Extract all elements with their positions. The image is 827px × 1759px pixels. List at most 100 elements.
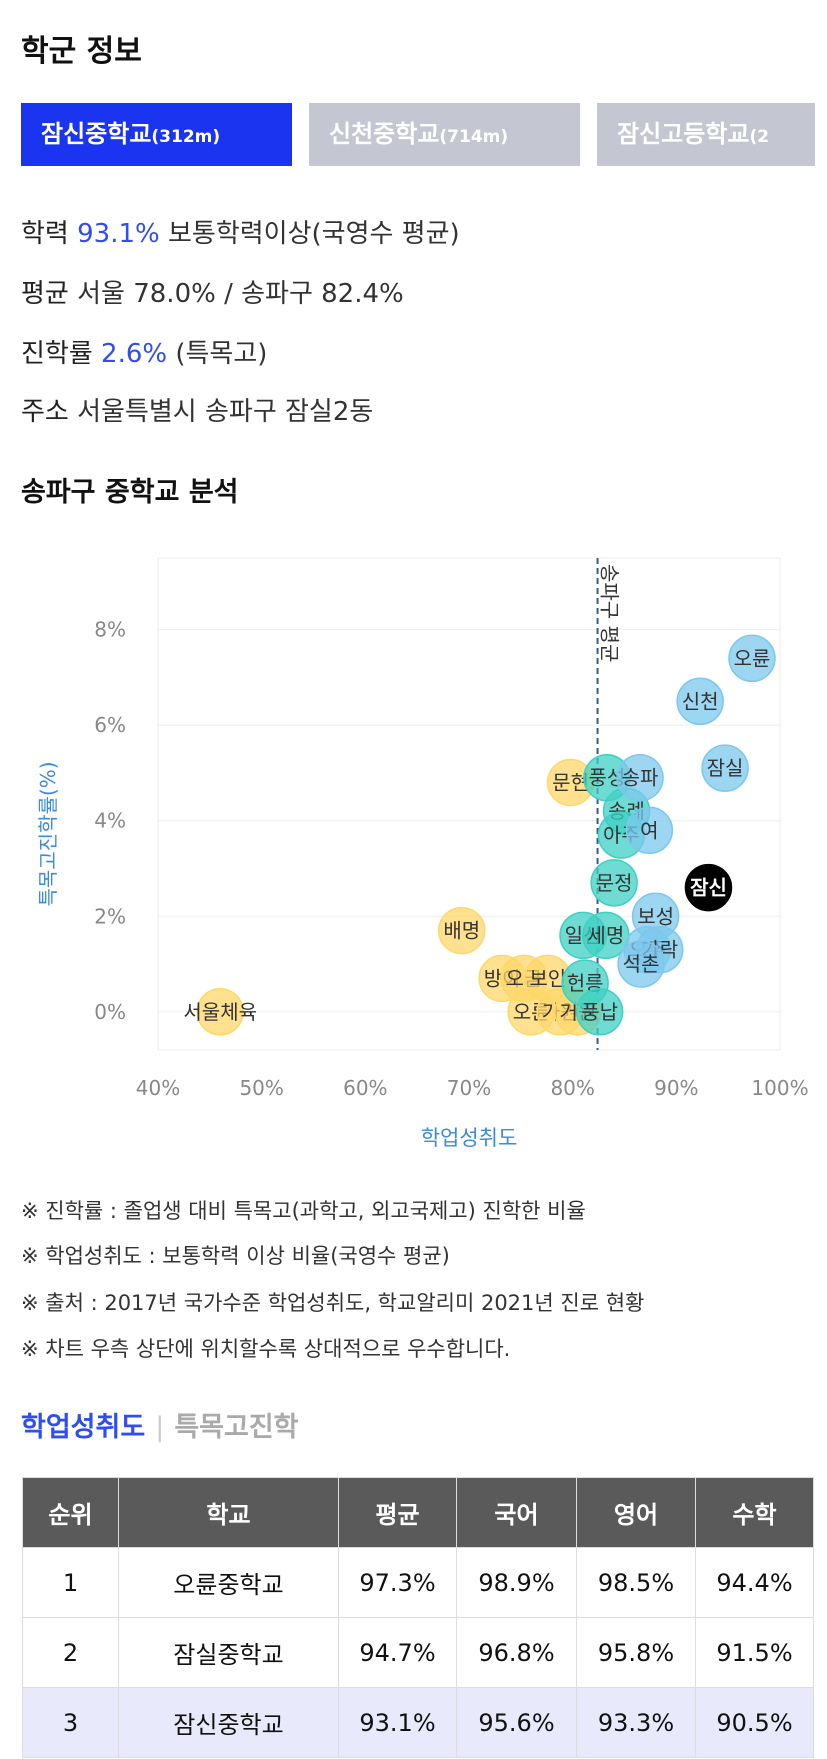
address-value: 서울특별시 송파구 잠실2동 xyxy=(77,397,374,427)
scatter-point xyxy=(575,988,624,1036)
achievement-label: 학력 xyxy=(21,219,69,249)
x-tick-label: 100% xyxy=(751,1076,808,1100)
y-tick-label: 4% xyxy=(94,809,126,833)
point-label: 오륜 xyxy=(734,646,771,670)
info-admission: 진학률 2.6% (특목고) xyxy=(21,333,267,370)
cell-korean: 95.6% xyxy=(456,1687,577,1758)
sort-tab-achievement[interactable]: 학업성취도 xyxy=(21,1412,146,1443)
col-english: 영어 xyxy=(576,1477,696,1548)
chart-grid xyxy=(157,557,781,1051)
achievement-desc: 보통학력이상(국영수 평균) xyxy=(167,219,460,249)
note-guide: ※ 차트 우측 상단에 위치할수록 상대적으로 우수합니다. xyxy=(21,1337,511,1361)
point-label: 송파 xyxy=(622,766,659,790)
cell-rank: 2 xyxy=(22,1617,119,1688)
average-value: 서울 78.0% / 송파구 82.4% xyxy=(77,279,404,309)
x-tick-label: 50% xyxy=(239,1076,283,1100)
col-average: 평균 xyxy=(338,1477,457,1548)
tab-label: 신천중학교 xyxy=(329,120,440,148)
achievement-value: 93.1% xyxy=(77,219,160,249)
chart-points: 문현배명방이오금보인오륜가원거원서울체육풍성송례아주문정일신세명헌릉풍납오륜신천… xyxy=(183,634,776,1036)
col-math: 수학 xyxy=(695,1477,814,1548)
y-tick-label: 2% xyxy=(94,904,126,928)
table-row[interactable]: 2 잠실중학교 94.7% 96.8% 95.8% 91.5% xyxy=(22,1617,814,1688)
note-admission: ※ 진학률 : 졸업생 대비 특목고(과학고, 외고국제고) 진학한 비율 xyxy=(21,1199,586,1223)
cell-math: 91.5% xyxy=(695,1617,814,1688)
x-tick-label: 70% xyxy=(447,1076,491,1100)
point-label: 서울체육 xyxy=(183,1000,257,1024)
info-average: 평균 서울 78.0% / 송파구 82.4% xyxy=(21,273,404,310)
tab-jamsin-high[interactable]: 잠신고등학교(2 xyxy=(597,103,815,166)
sort-tab-admission[interactable]: 특목고진학 xyxy=(174,1412,299,1443)
note-achievement: ※ 학업성취도 : 보통학력 이상 비율(국영수 평균) xyxy=(21,1244,450,1268)
point-label: 여 xyxy=(640,818,658,842)
tab-sincheon-middle[interactable]: 신천중학교(714m) xyxy=(309,103,580,166)
cell-rank: 1 xyxy=(22,1547,119,1618)
point-label: 풍납 xyxy=(581,1000,618,1024)
admission-value: 2.6% xyxy=(101,339,168,369)
section-title-analysis: 송파구 중학교 분석 xyxy=(21,477,239,508)
scatter-point xyxy=(728,634,776,683)
y-tick-label: 0% xyxy=(94,1000,126,1024)
tab-distance: (714m) xyxy=(439,127,509,147)
x-axis-label: 학업성취도 xyxy=(421,1126,518,1150)
sort-tabs: 학업성취도 | 특목고진학 xyxy=(21,1405,299,1444)
col-rank: 순위 xyxy=(22,1477,119,1548)
x-tick-label: 80% xyxy=(550,1076,594,1100)
average-label: 평균 xyxy=(21,279,69,309)
info-address: 주소 서울특별시 송파구 잠실2동 xyxy=(21,391,373,428)
scatter-point xyxy=(196,988,244,1036)
point-label: 문정 xyxy=(596,871,633,895)
scatter-point xyxy=(676,677,724,726)
tab-distance: (312m) xyxy=(151,127,221,147)
tab-distance: (2 xyxy=(749,127,770,147)
y-tick-label: 6% xyxy=(94,713,126,737)
scatter-point xyxy=(617,940,665,988)
y-axis-label: 특목고진학률(%) xyxy=(36,761,60,906)
x-tick-label: 60% xyxy=(343,1076,387,1100)
plot-frame xyxy=(157,557,781,1051)
point-label: 배명 xyxy=(443,919,480,943)
x-tick-label: 40% xyxy=(136,1076,180,1100)
point-label: 석촌 xyxy=(623,952,660,976)
cell-rank: 3 xyxy=(22,1687,119,1758)
cell-korean: 96.8% xyxy=(456,1617,577,1688)
point-label: 잠신 xyxy=(690,876,727,900)
info-achievement: 학력 93.1% 보통학력이상(국영수 평균) xyxy=(21,213,460,250)
point-label: 문현 xyxy=(552,771,589,795)
tab-jamsin-middle[interactable]: 잠신중학교(312m) xyxy=(21,103,292,166)
reference-line-label: 송파구 평균 xyxy=(598,564,622,662)
ranking-table: 순위 학교 평균 국어 영어 수학 1 오륜중학교 97.3% 98.9% 98… xyxy=(22,1477,814,1758)
col-korean: 국어 xyxy=(456,1477,577,1548)
tab-label: 잠신중학교 xyxy=(41,120,152,148)
scatter-chart: 송파구 평균 문현배명방이오금보인오륜가원거원서울체육풍성송례아주문정일신세명헌… xyxy=(36,557,809,1150)
note-source: ※ 출처 : 2017년 국가수준 학업성취도, 학교알리미 2021년 진로 … xyxy=(21,1291,645,1315)
cell-average: 97.3% xyxy=(338,1547,457,1618)
admission-label: 진학률 xyxy=(21,339,93,369)
table-row-selected[interactable]: 3 잠신중학교 93.1% 95.6% 93.3% 90.5% xyxy=(22,1687,814,1758)
cell-korean: 98.9% xyxy=(456,1547,577,1618)
scatter-point xyxy=(590,859,638,907)
address-label: 주소 xyxy=(21,397,69,427)
scatter-point xyxy=(437,906,486,955)
cell-school: 오륜중학교 xyxy=(118,1547,339,1618)
cell-english: 95.8% xyxy=(576,1617,696,1688)
col-school: 학교 xyxy=(118,1477,339,1548)
scatter-point xyxy=(625,806,674,855)
point-label: 세명 xyxy=(587,923,624,947)
sort-tab-divider: | xyxy=(155,1412,165,1443)
cell-school: 잠실중학교 xyxy=(118,1617,339,1688)
point-label: 신천 xyxy=(682,689,719,713)
cell-average: 93.1% xyxy=(338,1687,457,1758)
scatter-point xyxy=(701,744,749,792)
cell-average: 94.7% xyxy=(338,1617,457,1688)
y-tick-label: 8% xyxy=(94,618,126,642)
table-header-row: 순위 학교 평균 국어 영어 수학 xyxy=(22,1477,814,1548)
point-label: 보성 xyxy=(637,904,674,928)
cell-english: 98.5% xyxy=(576,1547,696,1618)
tab-label: 잠신고등학교 xyxy=(617,120,750,148)
school-tabs: 잠신중학교(312m) 신천중학교(714m) 잠신고등학교(2 xyxy=(21,103,815,166)
table-row[interactable]: 1 오륜중학교 97.3% 98.9% 98.5% 94.4% xyxy=(22,1547,814,1618)
cell-math: 94.4% xyxy=(695,1547,814,1618)
admission-desc: (특목고) xyxy=(175,339,268,369)
chart-axes: 0% 2% 4% 6% 8% 40% 50% 60% 70% 80% 90% 100% 학업성취도 특목고… xyxy=(36,618,809,1150)
